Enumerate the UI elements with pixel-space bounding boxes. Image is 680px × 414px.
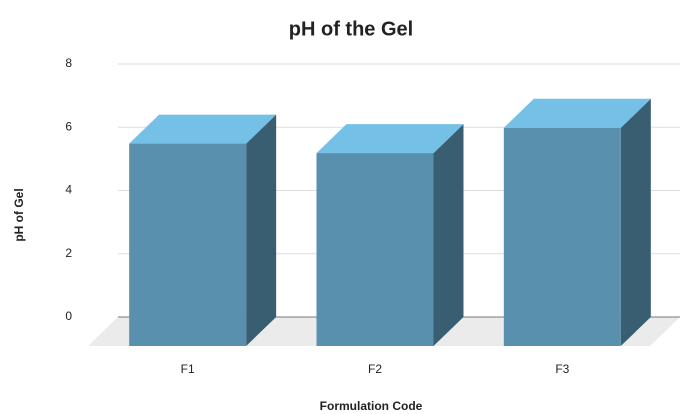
bar-top [316,124,464,154]
bar [503,127,621,346]
y-tick-label: 8 [65,56,72,70]
x-tick-label: F1 [181,362,195,376]
bar-side [246,114,277,346]
x-tick-label: F2 [368,362,382,376]
y-tick-label: 2 [65,246,72,260]
y-axis-title: pH of Gel [12,188,26,241]
bar [129,143,247,346]
bar-side [620,98,651,346]
x-axis-title: Formulation Code [320,399,423,413]
bar-side [433,124,464,347]
bar-top [503,98,651,128]
y-tick-label: 4 [65,183,72,197]
bar-top [129,114,277,144]
x-tick-label: F3 [555,362,569,376]
y-tick-label: 0 [65,309,72,323]
y-tick-label: 6 [65,119,72,133]
chart-title: pH of the Gel [289,18,413,40]
bar [316,153,434,346]
